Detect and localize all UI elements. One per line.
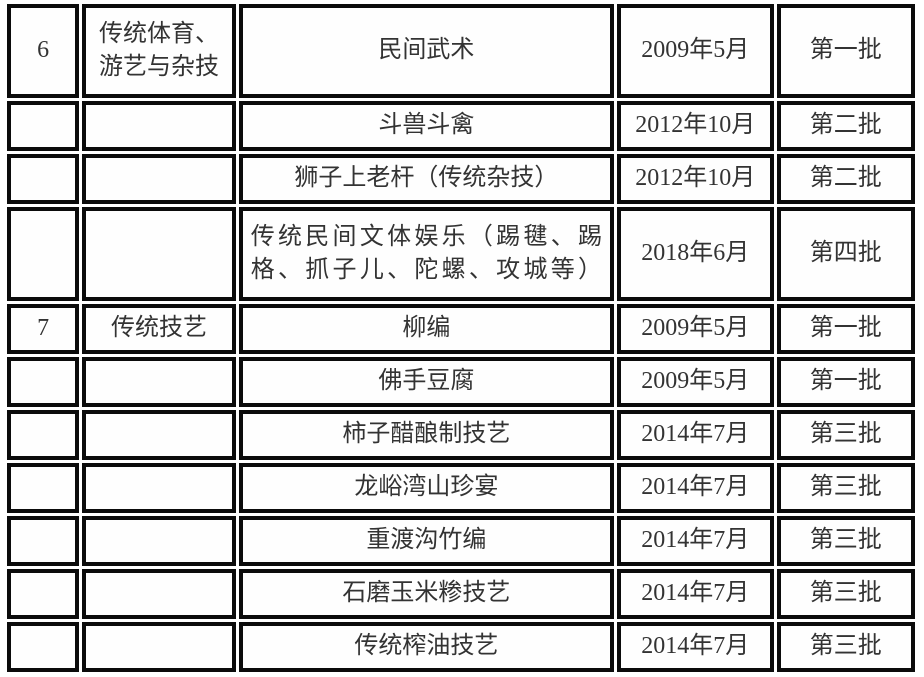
- cell-serial-number: 7: [7, 304, 80, 354]
- cell-serial-number: [7, 101, 80, 151]
- cell-batch: 第三批: [776, 569, 915, 619]
- cell-announce-date: 2014年7月: [616, 569, 774, 619]
- cell-batch: 第三批: [776, 463, 915, 513]
- cell-item-name: 柳编: [238, 304, 614, 354]
- table-row: 柿子醋酿制技艺 2014年7月 第三批: [7, 410, 915, 460]
- table-row: 6 传统体育、游艺与杂技 民间武术 2009年5月 第一批: [7, 4, 915, 98]
- cell-category: [82, 154, 236, 204]
- cell-announce-date: 2018年6月: [616, 207, 774, 301]
- cell-batch: 第一批: [776, 304, 915, 354]
- cell-serial-number: [7, 357, 80, 407]
- cell-announce-date: 2014年7月: [616, 410, 774, 460]
- cell-category: [82, 622, 236, 672]
- cell-announce-date: 2014年7月: [616, 463, 774, 513]
- cell-batch: 第一批: [776, 357, 915, 407]
- cell-category: 传统体育、游艺与杂技: [82, 4, 236, 98]
- table-row: 龙峪湾山珍宴 2014年7月 第三批: [7, 463, 915, 513]
- cell-batch: 第二批: [776, 154, 915, 204]
- table-row: 佛手豆腐 2009年5月 第一批: [7, 357, 915, 407]
- cell-item-name: 狮子上老杆（传统杂技）: [238, 154, 614, 204]
- cell-announce-date: 2014年7月: [616, 622, 774, 672]
- cell-category: 传统技艺: [82, 304, 236, 354]
- cell-announce-date: 2009年5月: [616, 4, 774, 98]
- cell-batch: 第一批: [776, 4, 915, 98]
- cell-announce-date: 2012年10月: [616, 101, 774, 151]
- cell-category: [82, 516, 236, 566]
- cell-batch: 第三批: [776, 516, 915, 566]
- cell-serial-number: [7, 207, 80, 301]
- cell-item-name: 斗兽斗禽: [238, 101, 614, 151]
- cell-item-name: 石磨玉米糁技艺: [238, 569, 614, 619]
- table-row: 重渡沟竹编 2014年7月 第三批: [7, 516, 915, 566]
- cell-item-name: 柿子醋酿制技艺: [238, 410, 614, 460]
- table-row: 传统榨油技艺 2014年7月 第三批: [7, 622, 915, 672]
- cell-announce-date: 2009年5月: [616, 357, 774, 407]
- cell-serial-number: [7, 463, 80, 513]
- cell-category: [82, 410, 236, 460]
- cell-item-name: 民间武术: [238, 4, 614, 98]
- cell-serial-number: [7, 516, 80, 566]
- cell-serial-number: [7, 622, 80, 672]
- cell-announce-date: 2012年10月: [616, 154, 774, 204]
- cell-category: [82, 463, 236, 513]
- cell-batch: 第三批: [776, 410, 915, 460]
- cell-serial-number: [7, 569, 80, 619]
- table-row: 狮子上老杆（传统杂技） 2012年10月 第二批: [7, 154, 915, 204]
- heritage-table-body: 6 传统体育、游艺与杂技 民间武术 2009年5月 第一批 斗兽斗禽 2012年10月 第二批…: [7, 4, 915, 672]
- table-row: 传统民间文体娱乐（踢毽、踢格、抓子儿、陀螺、攻城等） 2018年6月 第四批: [7, 207, 915, 301]
- cell-item-name: 传统民间文体娱乐（踢毽、踢格、抓子儿、陀螺、攻城等）: [238, 207, 614, 301]
- table-row: 斗兽斗禽 2012年10月 第二批: [7, 101, 915, 151]
- cell-announce-date: 2009年5月: [616, 304, 774, 354]
- cell-batch: 第四批: [776, 207, 915, 301]
- cell-serial-number: [7, 410, 80, 460]
- cell-category: [82, 569, 236, 619]
- cell-batch: 第二批: [776, 101, 915, 151]
- cell-serial-number: [7, 154, 80, 204]
- cell-item-name: 佛手豆腐: [238, 357, 614, 407]
- cell-category: [82, 357, 236, 407]
- cell-item-name: 重渡沟竹编: [238, 516, 614, 566]
- heritage-table: 6 传统体育、游艺与杂技 民间武术 2009年5月 第一批 斗兽斗禽 2012年10月 第二批…: [4, 1, 918, 675]
- cell-category: [82, 207, 236, 301]
- cell-category: [82, 101, 236, 151]
- cell-item-name: 龙峪湾山珍宴: [238, 463, 614, 513]
- cell-serial-number: 6: [7, 4, 80, 98]
- cell-announce-date: 2014年7月: [616, 516, 774, 566]
- cell-batch: 第三批: [776, 622, 915, 672]
- table-row: 石磨玉米糁技艺 2014年7月 第三批: [7, 569, 915, 619]
- table-row: 7 传统技艺 柳编 2009年5月 第一批: [7, 304, 915, 354]
- cell-item-name: 传统榨油技艺: [238, 622, 614, 672]
